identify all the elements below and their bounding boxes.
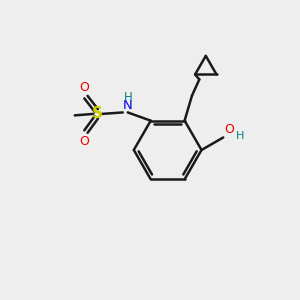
- Text: S: S: [92, 106, 103, 121]
- Text: H: H: [123, 91, 132, 104]
- Text: O: O: [80, 81, 89, 94]
- Text: O: O: [224, 123, 234, 136]
- Text: N: N: [123, 99, 133, 112]
- Text: O: O: [80, 134, 89, 148]
- Text: H: H: [236, 131, 244, 141]
